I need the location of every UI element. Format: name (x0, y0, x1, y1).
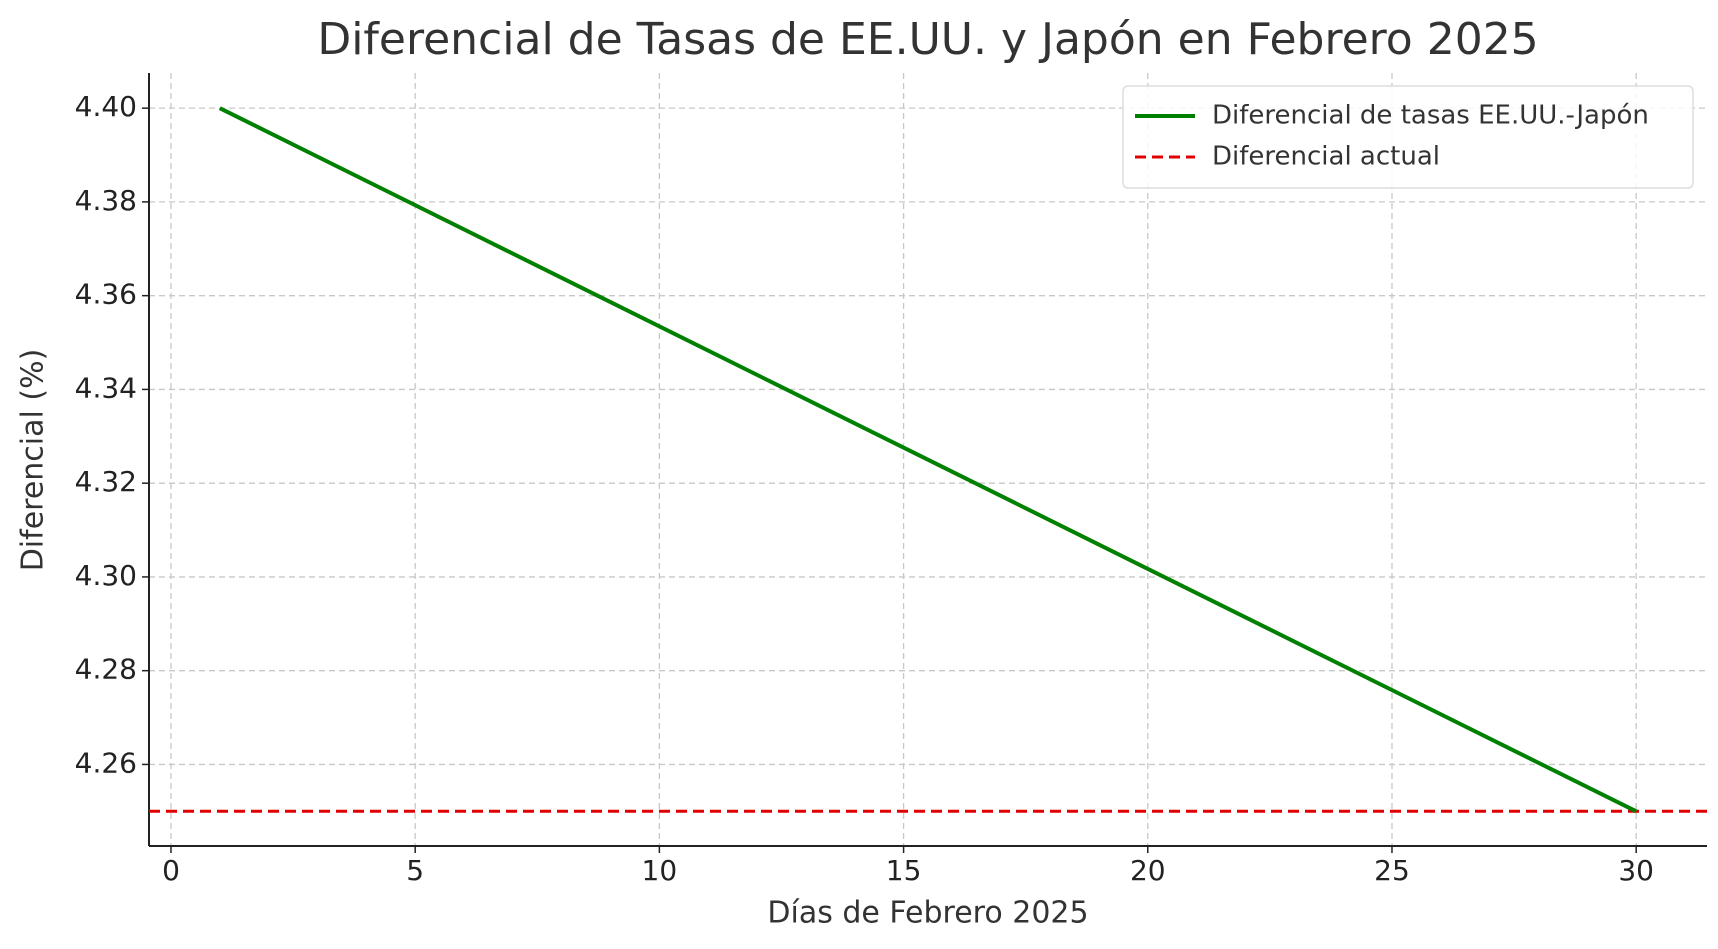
x-tick-label: 0 (162, 854, 180, 887)
legend-label: Diferencial actual (1212, 142, 1440, 172)
y-tick-label: 4.40 (75, 90, 137, 123)
line-series (218, 106, 1638, 814)
chart-title: Diferencial de Tasas de EE.UU. y Japón e… (317, 14, 1538, 65)
y-tick-label: 4.36 (75, 278, 137, 311)
legend-box (1122, 85, 1694, 189)
x-tick-label: 25 (1374, 854, 1410, 887)
x-axis-label: Días de Febrero 2025 (767, 896, 1088, 931)
y-tick-label: 4.30 (75, 559, 137, 592)
x-tick-label: 30 (1618, 854, 1654, 887)
y-tick-label: 4.32 (75, 465, 137, 498)
legend-label: Diferencial de tasas EE.UU.-Japón (1212, 101, 1649, 131)
x-tick-label: 10 (642, 854, 678, 887)
y-axis-label: Diferencial (%) (16, 349, 51, 572)
y-tick-label: 4.26 (75, 746, 137, 779)
legend: Diferencial de tasas EE.UU.-Japón Diferen… (1122, 85, 1694, 189)
y-tick-label: 4.34 (75, 371, 137, 404)
x-tick-label: 15 (886, 854, 922, 887)
y-tick-label: 4.28 (75, 653, 137, 686)
y-tick-label: 4.38 (75, 184, 137, 217)
x-tick-label: 5 (406, 854, 424, 887)
x-tick-label: 20 (1130, 854, 1166, 887)
